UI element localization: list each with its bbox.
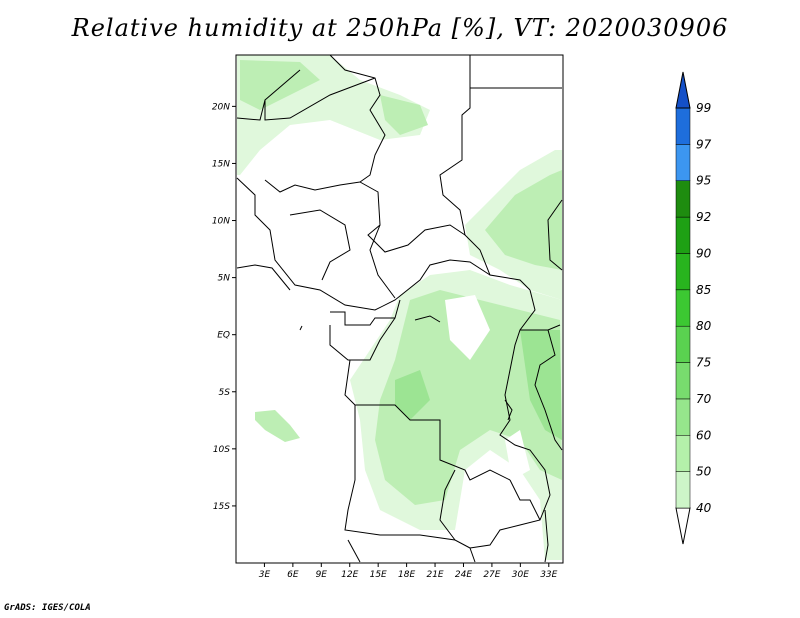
y-tick-label: 5S [219,388,231,398]
humidity-area-north-center [380,95,428,135]
colorbar-label: 70 [696,392,712,406]
colorbar-segment [675,362,691,400]
colorbar-label: 80 [696,319,712,333]
y-axis-ticks: 20N 15N 10N 5N EQ 5S 10S 15S [212,102,236,512]
humidity-area-west-strong [395,370,430,420]
colorbar-segment [675,289,691,327]
humidity-gap-center [445,295,490,360]
colorbar-label: 60 [696,428,712,442]
colorbar: 40 50 60 70 75 80 85 90 92 95 97 99 [675,71,712,545]
colorbar-label: 99 [696,101,711,115]
x-tick-label: 24E [455,570,472,580]
colorbar-label: 40 [696,501,712,515]
colorbar-label: 92 [696,210,711,224]
colorbar-segment [675,435,691,472]
colorbar-label: 85 [696,283,711,297]
x-tick-label: 9E [316,570,328,580]
x-tick-label: 27E [483,570,500,580]
colorbar-segment [675,325,691,363]
colorbar-label: 75 [696,356,711,370]
y-tick-label: 10N [212,217,230,227]
colorbar-segment [675,398,691,436]
humidity-area-offshore [255,410,300,442]
y-tick-label: 15N [212,159,230,169]
colorbar-segment [675,253,691,291]
x-tick-label: 18E [398,570,415,580]
x-tick-label: 30E [512,570,529,580]
x-tick-label: 21E [426,570,443,580]
y-tick-label: 20N [212,102,230,112]
colorbar-upper-triangle [675,71,691,109]
map-frame [235,54,564,564]
colorbar-segment [675,107,691,145]
colorbar-segment [675,180,691,218]
map-title: Relative humidity at 250hPa [%], VT: 202… [71,14,729,42]
country-borders [236,54,563,563]
x-tick-label: 6E [287,570,299,580]
humidity-field [237,55,562,560]
humidity-area-east-core [485,170,562,270]
y-tick-label: 15S [213,502,230,512]
colorbar-segment [675,144,691,181]
y-tick-label: 5N [218,274,231,284]
credit-text: GrADS: IGES/COLA [4,603,91,613]
colorbar-segment [675,216,691,254]
y-tick-label: 10S [213,445,230,455]
y-tick-label: EQ [217,331,230,341]
colorbar-label: 95 [696,174,711,188]
x-tick-label: 12E [341,570,358,580]
x-tick-label: 33E [540,570,557,580]
colorbar-label: 50 [696,465,712,479]
x-tick-label: 15E [370,570,387,580]
colorbar-label: 90 [696,246,712,260]
colorbar-segment [675,471,691,509]
humidity-area-northwest-core [240,60,320,110]
colorbar-label: 97 [696,137,712,151]
x-tick-label: 3E [259,570,271,580]
x-axis-ticks: 3E 6E 9E 12E 15E 18E 21E 24E 27E 30E 33E [259,563,558,580]
colorbar-lower-triangle [675,507,691,545]
